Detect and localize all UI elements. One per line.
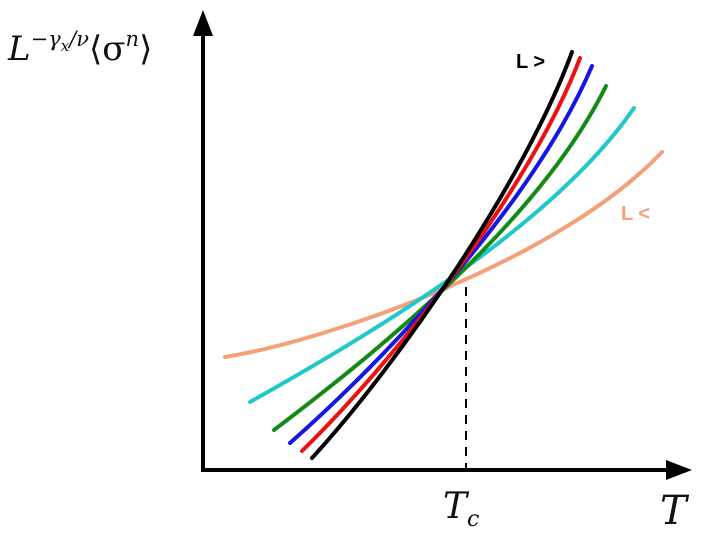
curve-2 bbox=[248, 106, 636, 404]
x-axis-label: T bbox=[660, 488, 690, 534]
x-axis-arrowhead bbox=[666, 460, 692, 480]
curve-smallest-L bbox=[223, 150, 664, 359]
scaling-curves bbox=[223, 50, 664, 460]
curve-largest-L bbox=[310, 50, 574, 460]
y-axis-arrowhead bbox=[193, 10, 213, 36]
curve-3 bbox=[272, 84, 608, 432]
curve-4 bbox=[288, 64, 594, 445]
large-L-annotation: L > bbox=[516, 51, 545, 73]
critical-temperature-label: Tc bbox=[443, 486, 479, 532]
small-L-annotation: L < bbox=[621, 203, 650, 225]
y-axis-label: L−γx/ν⟨σn⟩ bbox=[7, 27, 152, 69]
